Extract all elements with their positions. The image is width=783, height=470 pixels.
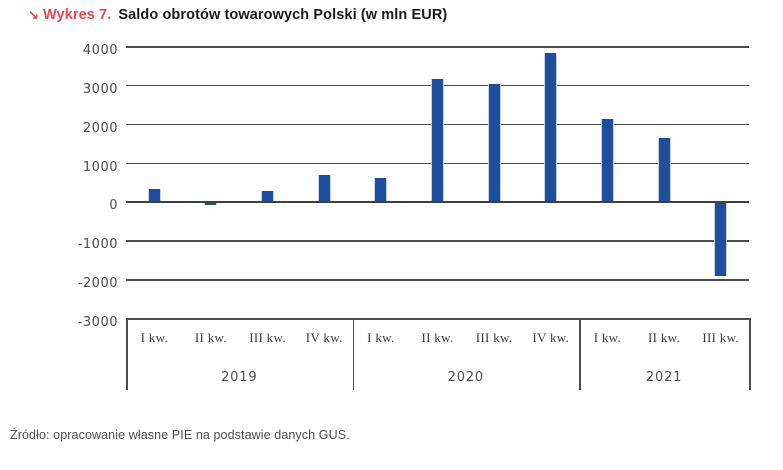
axis-group-divider: [352, 318, 355, 390]
x-axis-year-label: 2019: [221, 370, 258, 385]
x-axis-year-label: 2021: [645, 370, 683, 385]
y-axis-tick-label: -3000: [77, 315, 118, 330]
x-axis-quarter-label: III kw.: [702, 330, 739, 345]
figure-title: ↘ Wykres 7. Saldo obrotów towarowych Polsk…: [28, 7, 447, 23]
x-axis-quarter-label: II kw.: [194, 330, 227, 345]
bar: [204, 203, 218, 205]
x-axis-quarter-label: IV kw.: [305, 330, 343, 345]
bar: [261, 190, 275, 202]
y-axis-tick-label: -1000: [77, 237, 118, 253]
y-axis-tick-label: 1000: [82, 159, 118, 175]
x-axis-quarter-label: IV kw.: [532, 330, 570, 345]
x-axis-quarter-label: III kw.: [249, 330, 286, 345]
bar: [714, 203, 728, 277]
arrow-icon: ↘: [28, 7, 39, 22]
x-axis-quarter-label: II kw.: [421, 330, 454, 345]
gridline: [126, 318, 749, 320]
x-axis-year-label: 2020: [447, 370, 484, 385]
gridline: [126, 240, 749, 242]
x-axis-quarter-label: I kw.: [367, 330, 395, 345]
figure-number-label: Wykres 7.: [43, 7, 112, 23]
axis-group-divider: [579, 318, 581, 390]
gridline: [126, 279, 749, 281]
bar: [147, 188, 161, 202]
gridline: [126, 46, 749, 48]
x-axis-quarter-label: III kw.: [475, 330, 513, 345]
bar: [317, 174, 331, 202]
bar: [600, 119, 614, 202]
x-axis-quarter-label: II kw.: [648, 330, 681, 345]
y-axis-tick-label: 4000: [82, 43, 118, 58]
axis-group-divider: [126, 318, 128, 390]
bar-chart: 4000 3000 2000 1000 0 -1000 -2000 -3000 I kw. II …: [77, 43, 751, 390]
bar: [374, 178, 388, 202]
axis-group-divider: [749, 318, 751, 390]
x-axis-quarter-label: I kw.: [140, 330, 168, 345]
gridline: [126, 201, 749, 204]
bar: [487, 84, 501, 202]
y-axis-tick-label: -2000: [77, 276, 118, 292]
y-axis-tick-label: 2000: [82, 120, 118, 136]
y-axis-tick-label: 0: [109, 198, 118, 214]
bar: [544, 52, 558, 202]
y-axis-tick-label: 3000: [82, 81, 118, 97]
source-note: Źródło: opracowanie własne PIE na podsta…: [10, 428, 350, 442]
bar: [431, 79, 444, 202]
bar: [657, 138, 671, 202]
page-title: Saldo obrotów towarowych Polski (w mln E…: [118, 7, 448, 23]
x-axis-quarter-label: I kw.: [593, 330, 622, 345]
